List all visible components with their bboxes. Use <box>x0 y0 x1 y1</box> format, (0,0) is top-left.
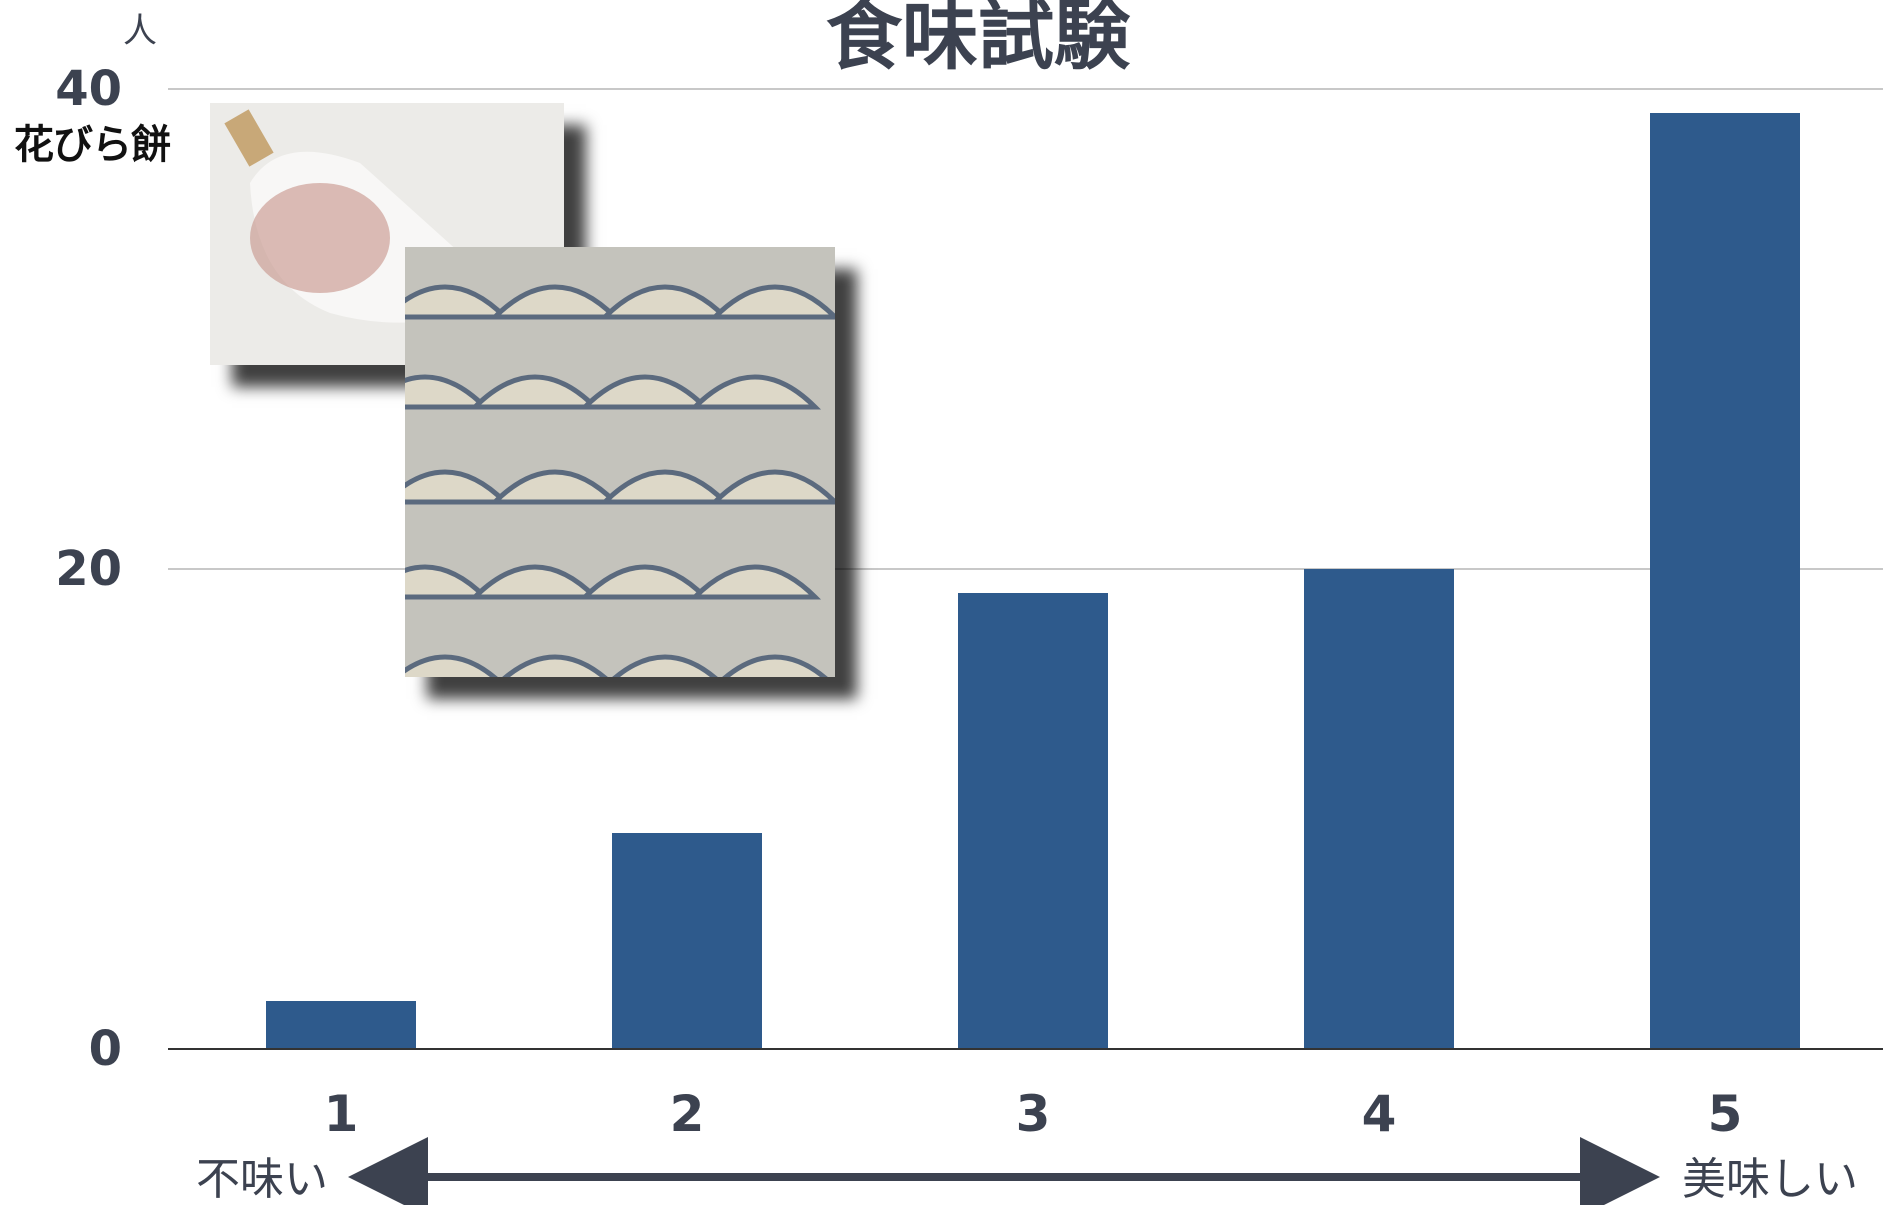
y-tick-label: 0 <box>89 1021 122 1077</box>
photo-caption: 花びら餅 <box>14 122 171 168</box>
bar-2 <box>612 833 762 1049</box>
y-axis-unit-label: 人 <box>123 11 157 51</box>
scale-high-label: 美味しい <box>1682 1154 1858 1205</box>
y-tick-label: 40 <box>55 61 122 117</box>
chart-title: 食味試験 <box>826 0 1131 80</box>
x-tick-label: 5 <box>1708 1085 1743 1143</box>
x-tick-label: 2 <box>670 1085 705 1143</box>
bar-3 <box>958 593 1108 1049</box>
hanabira-mochi-photo <box>210 103 564 365</box>
bar-1 <box>266 1001 416 1049</box>
scale-low-label: 不味い <box>196 1154 328 1205</box>
x-tick-label: 4 <box>1362 1085 1397 1143</box>
x-tick-label: 1 <box>324 1085 359 1143</box>
bar-5 <box>1650 113 1800 1049</box>
x-tick-label: 3 <box>1016 1085 1051 1143</box>
hanabira-mochi-tray-photo <box>405 247 835 677</box>
bar-4 <box>1304 569 1454 1049</box>
y-tick-label: 20 <box>55 541 122 597</box>
